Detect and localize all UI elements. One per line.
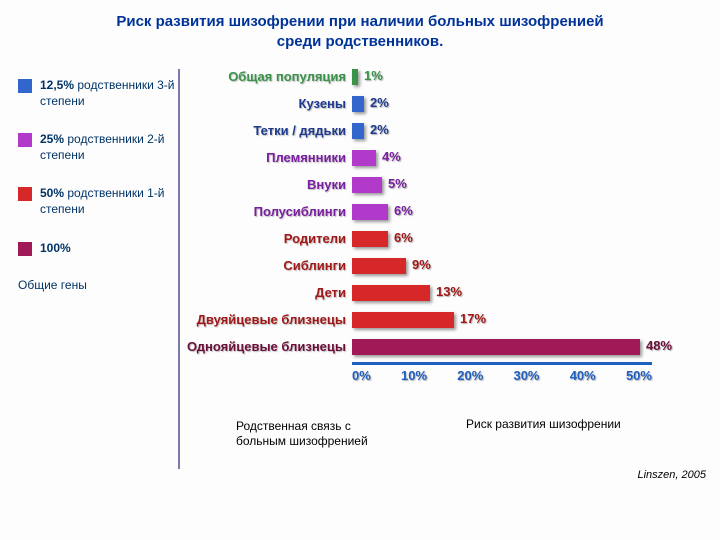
bar-value: 2% — [370, 122, 389, 137]
row-label: Однояйцевые близнецы — [186, 339, 352, 354]
axis-tick: 40% — [570, 368, 596, 383]
legend-pct: 12,5% — [40, 78, 74, 92]
legend-item: 50% родственники 1-й степени — [18, 185, 178, 217]
bar — [352, 231, 388, 247]
bar — [352, 69, 358, 85]
chart-row: Двуяйцевые близнецы 17% — [186, 308, 702, 332]
bar-wrap: 5% — [352, 175, 652, 195]
bar-wrap: 17% — [352, 310, 652, 330]
bar-wrap: 13% — [352, 283, 652, 303]
legend-pct: 50% — [40, 186, 64, 200]
content-area: 12,5% родственники 3-й степени 25% родств… — [0, 59, 720, 469]
row-label: Внуки — [186, 177, 352, 192]
bar — [352, 204, 388, 220]
bar-value: 17% — [460, 311, 486, 326]
bar-value: 1% — [364, 68, 383, 83]
bar — [352, 285, 430, 301]
bar-wrap: 4% — [352, 148, 652, 168]
chart-row: Дети 13% — [186, 281, 702, 305]
bar — [352, 339, 640, 355]
bar — [352, 312, 454, 328]
row-label: Сиблинги — [186, 258, 352, 273]
bar-value: 4% — [382, 149, 401, 164]
legend-swatch — [18, 79, 32, 93]
row-label: Родители — [186, 231, 352, 246]
bar — [352, 177, 382, 193]
bar-wrap: 1% — [352, 67, 652, 87]
legend-item: 100% — [18, 240, 178, 256]
chart-row: Общая популяция 1% — [186, 65, 702, 89]
bar-value: 6% — [394, 203, 413, 218]
chart-row: Сиблинги 9% — [186, 254, 702, 278]
legend-swatch — [18, 187, 32, 201]
bar — [352, 123, 364, 139]
bar-value: 2% — [370, 95, 389, 110]
bar-value: 6% — [394, 230, 413, 245]
caption-risk: Риск развития шизофрении — [466, 417, 621, 431]
bar-value: 13% — [436, 284, 462, 299]
bar — [352, 96, 364, 112]
x-axis: 0% 10% 20% 30% 40% 50% — [352, 362, 652, 392]
axis-tick: 10% — [401, 368, 427, 383]
bar — [352, 150, 376, 166]
legend-swatch — [18, 242, 32, 256]
axis-ticks: 0% 10% 20% 30% 40% 50% — [352, 368, 652, 383]
bar-value: 5% — [388, 176, 407, 191]
bar-chart: Общая популяция 1% Кузены 2% Тетки / дядьки 2… — [186, 59, 702, 469]
chart-row: Кузены 2% — [186, 92, 702, 116]
bar-value: 9% — [412, 257, 431, 272]
axis-tick: 30% — [513, 368, 539, 383]
legend-pct: 25% — [40, 132, 64, 146]
chart-row: Родители 6% — [186, 227, 702, 251]
bar-wrap: 2% — [352, 94, 652, 114]
axis-tick: 20% — [457, 368, 483, 383]
bar-wrap: 9% — [352, 256, 652, 276]
chart-row: Племянники 4% — [186, 146, 702, 170]
row-label: Кузены — [186, 96, 352, 111]
axis-tick: 50% — [626, 368, 652, 383]
legend-footer: Общие гены — [18, 278, 178, 292]
row-label: Тетки / дядьки — [186, 123, 352, 138]
legend-item: 12,5% родственники 3-й степени — [18, 77, 178, 109]
legend-pct: 100% — [40, 241, 71, 255]
row-label: Племянники — [186, 150, 352, 165]
chart-row: Однояйцевые близнецы48% — [186, 335, 702, 359]
vertical-divider — [178, 69, 180, 469]
row-label: Двуяйцевые близнецы — [186, 312, 352, 327]
chart-row: Внуки 5% — [186, 173, 702, 197]
legend-item: 25% родственники 2-й степени — [18, 131, 178, 163]
caption-relationship: Родственная связь с больным шизофренией — [236, 419, 396, 450]
citation: Linszen, 2005 — [638, 469, 707, 481]
chart-row: Полусиблинги 6% — [186, 200, 702, 224]
row-label: Общая популяция — [186, 69, 352, 84]
bar-wrap: 6% — [352, 229, 652, 249]
row-label: Полусиблинги — [186, 204, 352, 219]
bar-wrap: 48% — [352, 337, 652, 357]
legend-swatch — [18, 133, 32, 147]
bar-wrap: 2% — [352, 121, 652, 141]
title-line-2: среди родственников. — [40, 32, 680, 52]
legend: 12,5% родственники 3-й степени 25% родств… — [18, 59, 178, 469]
bar-value: 48% — [646, 338, 672, 353]
page-title: Риск развития шизофрении при наличии бол… — [0, 0, 720, 59]
row-label: Дети — [186, 285, 352, 300]
title-line-1: Риск развития шизофрении при наличии бол… — [40, 12, 680, 32]
bar — [352, 258, 406, 274]
axis-tick: 0% — [352, 368, 371, 383]
axis-line — [352, 362, 652, 365]
bar-wrap: 6% — [352, 202, 652, 222]
chart-row: Тетки / дядьки 2% — [186, 119, 702, 143]
